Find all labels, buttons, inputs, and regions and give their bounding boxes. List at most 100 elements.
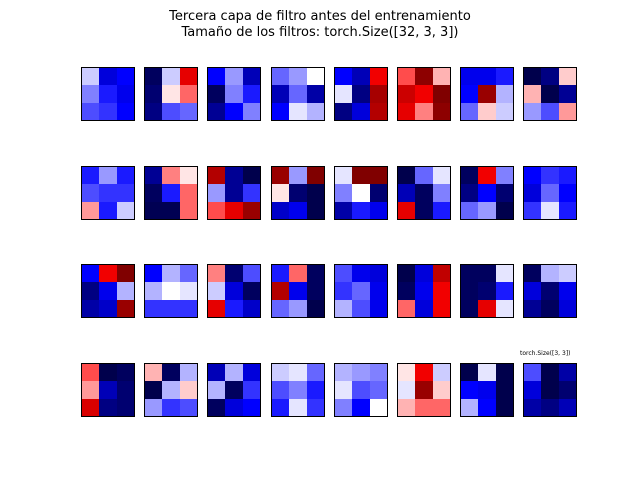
heatmap-cell	[398, 282, 415, 300]
heatmap-cell	[82, 399, 99, 416]
heatmap-cell	[243, 202, 260, 219]
heatmap-cell	[225, 265, 243, 282]
heatmap-cell	[145, 103, 162, 120]
heatmap-cell	[370, 68, 387, 85]
heatmap-cell	[272, 282, 289, 300]
heatmap-cell	[99, 282, 117, 300]
heatmap-cell	[208, 265, 225, 282]
heatmap-cell	[307, 85, 324, 103]
heatmap-cell	[208, 85, 225, 103]
heatmap-cell	[225, 202, 243, 219]
heatmap-cell	[289, 85, 307, 103]
heatmap-cell	[82, 364, 99, 381]
heatmap-cell	[433, 282, 450, 300]
heatmap-cell	[82, 202, 99, 219]
heatmap-cell	[145, 202, 162, 219]
heatmap-cell	[162, 300, 180, 317]
heatmap-cell	[307, 381, 324, 399]
heatmap-cell	[82, 103, 99, 120]
heatmap-cell	[415, 167, 433, 184]
heatmap-cell	[225, 282, 243, 300]
heatmap-cell	[559, 184, 576, 202]
heatmap-cell	[243, 300, 260, 317]
heatmap-cell	[162, 381, 180, 399]
heatmap-cell	[541, 364, 559, 381]
filter-heatmap	[144, 264, 198, 318]
heatmap-cell	[352, 167, 370, 184]
heatmap-cell	[117, 103, 134, 120]
heatmap-cell	[307, 265, 324, 282]
heatmap-cell	[208, 202, 225, 219]
filter-heatmap	[271, 264, 325, 318]
heatmap-cell	[496, 103, 513, 120]
heatmap-cell	[117, 167, 134, 184]
heatmap-cell	[461, 265, 478, 282]
heatmap-cell	[461, 381, 478, 399]
heatmap-cell	[162, 85, 180, 103]
heatmap-cell	[82, 167, 99, 184]
heatmap-cell	[461, 202, 478, 219]
heatmap-cell	[335, 202, 352, 219]
heatmap-cell	[433, 68, 450, 85]
heatmap-cell	[289, 103, 307, 120]
heatmap-cell	[496, 399, 513, 416]
heatmap-cell	[559, 85, 576, 103]
heatmap-cell	[415, 68, 433, 85]
heatmap-cell	[370, 103, 387, 120]
heatmap-cell	[180, 103, 197, 120]
heatmap-cell	[398, 265, 415, 282]
heatmap-cell	[289, 68, 307, 85]
heatmap-cell	[225, 399, 243, 416]
heatmap-cell	[524, 103, 541, 120]
heatmap-cell	[289, 202, 307, 219]
heatmap-cell	[82, 381, 99, 399]
heatmap-cell	[541, 103, 559, 120]
heatmap-cell	[398, 399, 415, 416]
heatmap-cell	[307, 184, 324, 202]
filter-heatmap	[271, 363, 325, 417]
heatmap-cell	[496, 202, 513, 219]
heatmap-cell	[272, 167, 289, 184]
heatmap-cell	[352, 68, 370, 85]
heatmap-cell	[307, 399, 324, 416]
heatmap-cell	[461, 364, 478, 381]
heatmap-cell	[99, 381, 117, 399]
heatmap-cell	[496, 364, 513, 381]
heatmap-cell	[461, 167, 478, 184]
heatmap-cell	[496, 68, 513, 85]
heatmap-cell	[208, 167, 225, 184]
heatmap-cell	[208, 399, 225, 416]
filter-heatmap	[207, 264, 261, 318]
heatmap-cell	[243, 68, 260, 85]
heatmap-cell	[307, 282, 324, 300]
heatmap-cell	[524, 184, 541, 202]
heatmap-cell	[99, 184, 117, 202]
heatmap-cell	[524, 300, 541, 317]
heatmap-cell	[433, 85, 450, 103]
filter-heatmap	[81, 166, 135, 220]
heatmap-cell	[478, 103, 496, 120]
filter-heatmap	[334, 166, 388, 220]
heatmap-cell	[82, 265, 99, 282]
heatmap-cell	[162, 103, 180, 120]
filter-heatmap	[207, 363, 261, 417]
heatmap-cell	[99, 202, 117, 219]
heatmap-cell	[162, 364, 180, 381]
heatmap-cell	[99, 300, 117, 317]
heatmap-cell	[225, 103, 243, 120]
heatmap-cell	[180, 381, 197, 399]
heatmap-cell	[243, 399, 260, 416]
heatmap-cell	[478, 265, 496, 282]
heatmap-cell	[541, 202, 559, 219]
heatmap-cell	[415, 381, 433, 399]
heatmap-cell	[370, 300, 387, 317]
heatmap-cell	[289, 364, 307, 381]
heatmap-cell	[541, 184, 559, 202]
heatmap-cell	[461, 68, 478, 85]
heatmap-cell	[352, 399, 370, 416]
filter-heatmap	[144, 166, 198, 220]
filter-heatmap	[397, 67, 451, 121]
heatmap-cell	[370, 184, 387, 202]
heatmap-cell	[180, 202, 197, 219]
heatmap-cell	[208, 103, 225, 120]
